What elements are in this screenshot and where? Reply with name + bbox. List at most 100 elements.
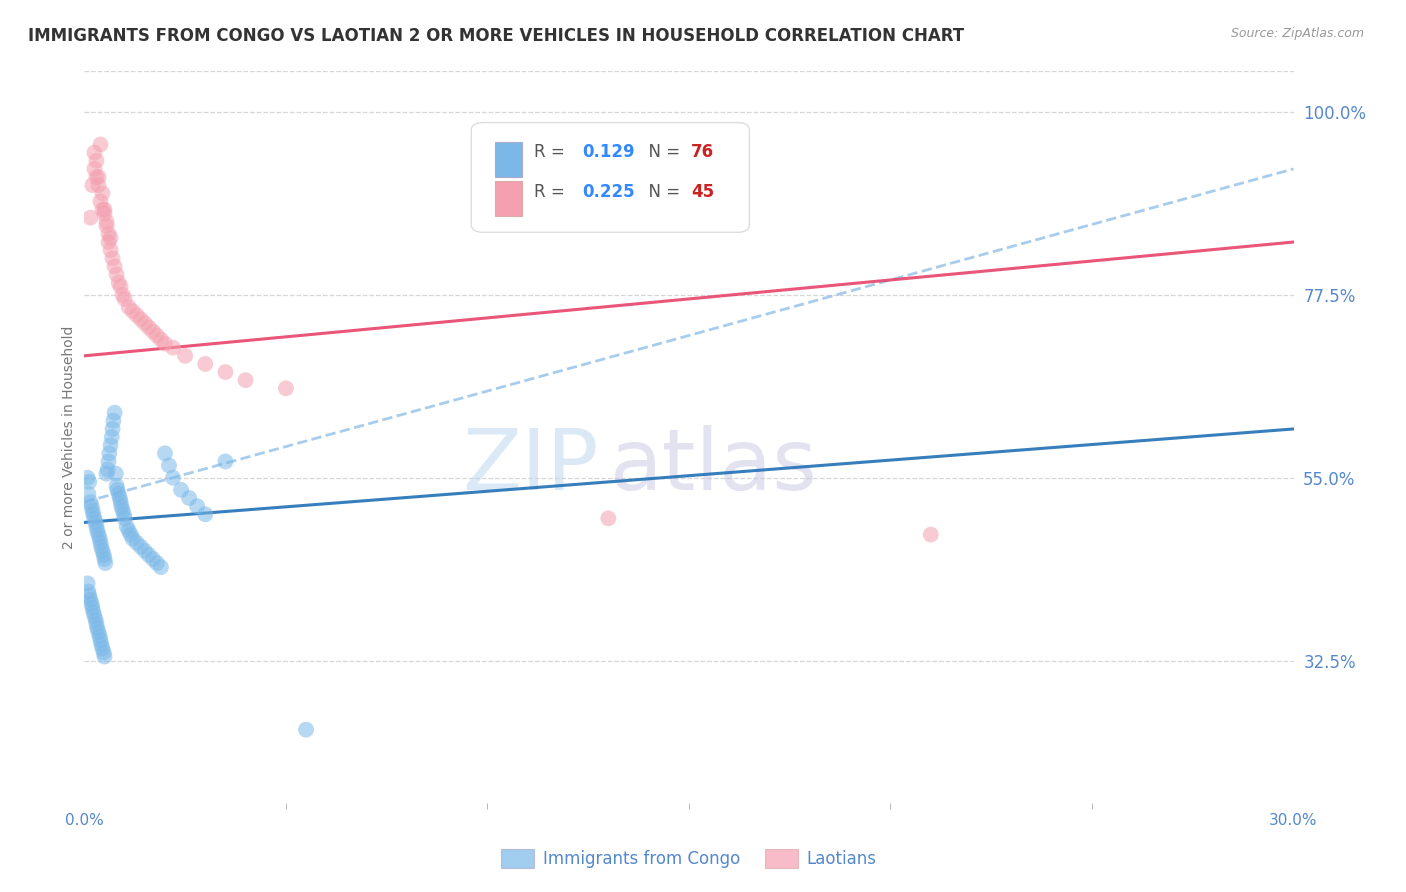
Point: [112, 508, 135, 522]
Point: [142, 325, 165, 339]
Point: [97, 227, 120, 241]
Point: [134, 316, 156, 330]
Point: [149, 560, 172, 574]
Point: [79, 592, 101, 607]
Point: [91, 202, 114, 217]
Point: [110, 495, 132, 509]
Legend: Immigrants from Congo, Laotians: Immigrants from Congo, Laotians: [495, 842, 883, 875]
Point: [101, 252, 124, 266]
Point: [111, 503, 134, 517]
Point: [93, 645, 115, 659]
Point: [79, 211, 101, 225]
Point: [84, 613, 107, 627]
Point: [157, 458, 180, 473]
Point: [98, 446, 121, 460]
Point: [87, 625, 110, 640]
Point: [89, 629, 111, 643]
Point: [94, 556, 117, 570]
Point: [96, 215, 118, 229]
Text: 76: 76: [692, 143, 714, 161]
Text: 0.129: 0.129: [582, 143, 636, 161]
Point: [93, 552, 115, 566]
Point: [89, 532, 111, 546]
Point: [93, 649, 115, 664]
Point: [186, 499, 208, 513]
Text: N =: N =: [638, 143, 686, 161]
Y-axis label: 2 or more Vehicles in Household: 2 or more Vehicles in Household: [62, 326, 76, 549]
Point: [86, 617, 108, 632]
Point: [90, 540, 112, 554]
Point: [91, 544, 114, 558]
Point: [80, 499, 103, 513]
Point: [89, 137, 111, 152]
Point: [108, 491, 131, 505]
Point: [80, 597, 103, 611]
Point: [83, 511, 105, 525]
Point: [121, 532, 143, 546]
Point: [110, 499, 132, 513]
Point: [86, 621, 108, 635]
Point: [84, 516, 107, 530]
Point: [118, 524, 141, 538]
Point: [96, 219, 118, 233]
Point: [79, 495, 101, 509]
Text: 0.225: 0.225: [582, 183, 636, 201]
Point: [170, 483, 193, 497]
Point: [146, 556, 169, 570]
Point: [82, 605, 104, 619]
Text: Source: ZipAtlas.com: Source: ZipAtlas.com: [1230, 27, 1364, 40]
Point: [76, 576, 98, 591]
Text: 45: 45: [692, 183, 714, 201]
Point: [107, 276, 129, 290]
Point: [146, 328, 169, 343]
Point: [214, 454, 236, 468]
Point: [76, 471, 98, 485]
Point: [77, 589, 100, 603]
Point: [121, 304, 143, 318]
Point: [87, 169, 110, 184]
Point: [86, 153, 108, 168]
Point: [87, 178, 110, 193]
Point: [82, 503, 104, 517]
Point: [93, 206, 115, 220]
Point: [138, 548, 160, 562]
Point: [100, 243, 122, 257]
Point: [142, 552, 165, 566]
Point: [105, 479, 128, 493]
Point: [77, 475, 100, 489]
Point: [214, 365, 236, 379]
Point: [114, 292, 136, 306]
Point: [134, 544, 156, 558]
Point: [82, 600, 104, 615]
Point: [100, 438, 122, 452]
Point: [194, 508, 217, 522]
Point: [82, 508, 104, 522]
Point: [83, 161, 105, 176]
Point: [97, 235, 120, 249]
Point: [179, 491, 201, 505]
FancyBboxPatch shape: [471, 122, 749, 232]
Point: [153, 336, 176, 351]
Point: [295, 723, 318, 737]
Point: [120, 527, 142, 541]
Point: [91, 641, 114, 656]
Point: [90, 637, 112, 651]
Point: [93, 548, 115, 562]
Point: [91, 186, 114, 201]
Point: [125, 535, 148, 549]
Point: [83, 145, 105, 160]
Point: [194, 357, 217, 371]
Point: [104, 467, 127, 481]
Point: [105, 268, 128, 282]
Text: ZIP: ZIP: [461, 425, 599, 508]
Point: [129, 540, 152, 554]
Point: [110, 279, 132, 293]
Point: [162, 471, 184, 485]
Point: [104, 260, 127, 274]
Point: [87, 527, 110, 541]
Point: [100, 231, 122, 245]
Text: atlas: atlas: [610, 425, 818, 508]
Point: [111, 288, 134, 302]
Text: N =: N =: [638, 183, 686, 201]
Point: [83, 608, 105, 623]
